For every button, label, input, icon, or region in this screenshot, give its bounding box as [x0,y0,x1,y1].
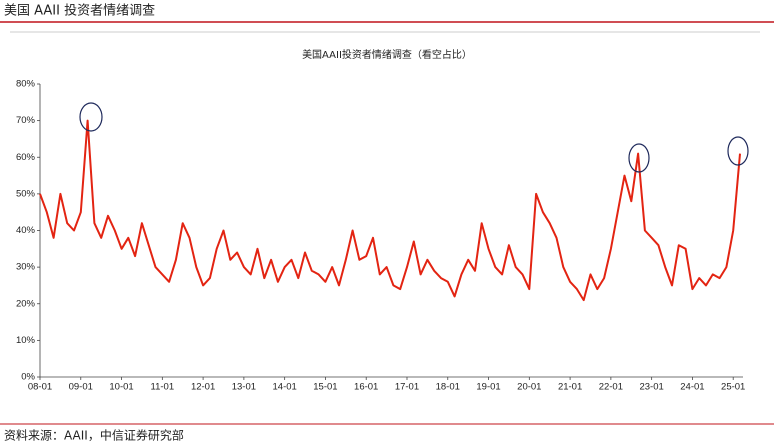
x-tick-label: 25-01 [721,382,745,393]
plot: 0% 10% 20% 30% 40% 50% 60% 70% 80% 08-01 09-01 10-0… [16,79,745,393]
x-tick-label: 22-01 [599,382,623,393]
y-tick-label: 0% [21,372,35,383]
y-tick-label: 50% [16,188,36,199]
x-tick-label: 16-01 [354,382,378,393]
x-tick-label: 17-01 [395,382,419,393]
series-line [39,119,741,302]
x-tick-label: 09-01 [69,382,93,393]
x-tick-label: 18-01 [436,382,460,393]
y-tick-label: 10% [16,335,36,346]
x-tick-label: 13-01 [232,382,256,393]
y-tick-label: 20% [16,298,36,309]
y-tick-label: 30% [16,262,36,273]
x-tick-label: 23-01 [639,382,663,393]
highlight-circle [727,136,749,166]
chart-title: 美国AAII投资者情绪调查（看空占比） [302,48,472,61]
x-tick-label: 19-01 [476,382,500,393]
y-tick-label: 80% [16,79,36,90]
x-tick-label: 08-01 [28,382,52,393]
x-tick-label: 20-01 [517,382,541,393]
page-header: 美国 AAII 投资者情绪调查 [4,3,155,19]
y-tick-label: 70% [16,115,36,126]
highlight-circle [79,102,103,132]
x-tick-label: 15-01 [313,382,337,393]
x-tick-label: 12-01 [191,382,215,393]
y-tick-label: 60% [16,152,36,163]
x-tick-label: 24-01 [680,382,704,393]
y-tick-label: 40% [16,225,36,236]
x-tick-label: 10-01 [109,382,133,393]
highlight-circle [628,143,650,173]
x-tick-label: 21-01 [558,382,582,393]
source-note: 资料来源：AAII，中信证券研究部 [4,428,184,443]
x-tick-label: 11-01 [151,382,175,393]
x-tick-label: 14-01 [273,382,297,393]
